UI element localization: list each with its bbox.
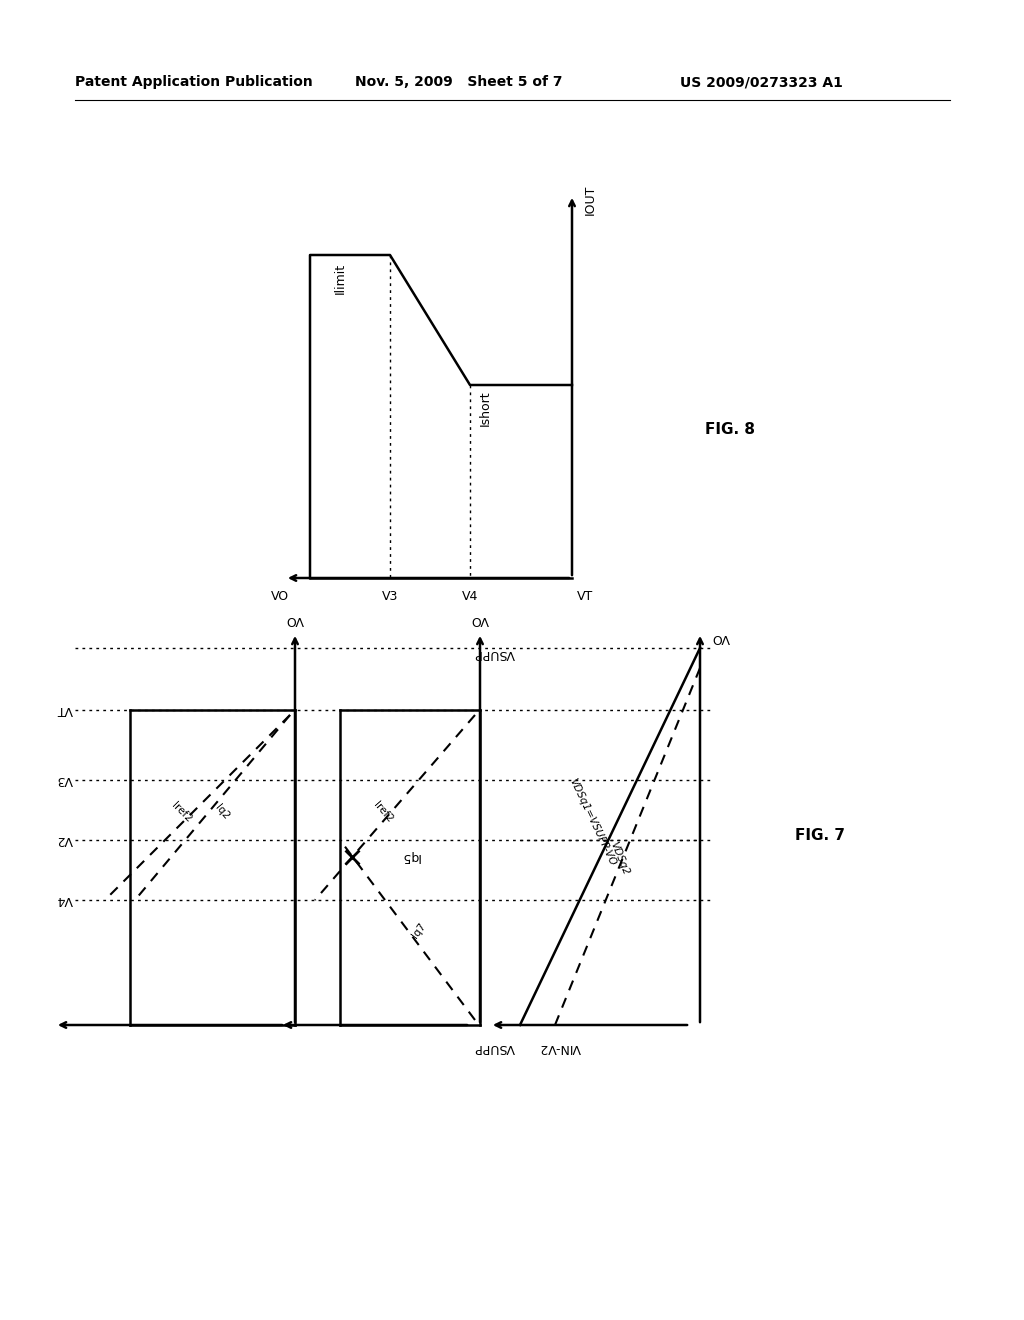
Text: VSUPP: VSUPP (474, 647, 515, 660)
Text: V3: V3 (382, 590, 398, 602)
Text: FIG. 7: FIG. 7 (795, 829, 845, 843)
Text: VO: VO (471, 612, 489, 626)
Text: VDSq1=VSUPP-VO: VDSq1=VSUPP-VO (567, 776, 617, 867)
Text: VIN-V2: VIN-V2 (540, 1040, 581, 1053)
Text: Iq7: Iq7 (411, 920, 428, 940)
Text: VSUPP: VSUPP (474, 1040, 515, 1053)
Text: Iq5: Iq5 (400, 850, 420, 863)
Text: Iref2: Iref2 (170, 800, 194, 824)
Text: Ishort: Ishort (478, 389, 492, 425)
Text: IOUT: IOUT (584, 185, 597, 215)
Text: Ilimit: Ilimit (334, 263, 346, 294)
Text: VT: VT (577, 590, 593, 602)
Text: VO: VO (286, 612, 304, 626)
Text: FIG. 8: FIG. 8 (705, 422, 755, 437)
Text: V4: V4 (462, 590, 478, 602)
Text: Iq2: Iq2 (213, 803, 231, 821)
Text: V3: V3 (56, 774, 73, 787)
Text: V2: V2 (56, 833, 73, 846)
Text: VO: VO (271, 590, 289, 602)
Text: Patent Application Publication: Patent Application Publication (75, 75, 312, 88)
Text: V4: V4 (56, 894, 73, 907)
Text: VO: VO (712, 631, 730, 644)
Text: Nov. 5, 2009   Sheet 5 of 7: Nov. 5, 2009 Sheet 5 of 7 (355, 75, 562, 88)
Text: VDSq2: VDSq2 (608, 841, 631, 876)
Text: Iref2: Iref2 (372, 800, 394, 824)
Text: VT: VT (56, 704, 73, 717)
Text: US 2009/0273323 A1: US 2009/0273323 A1 (680, 75, 843, 88)
